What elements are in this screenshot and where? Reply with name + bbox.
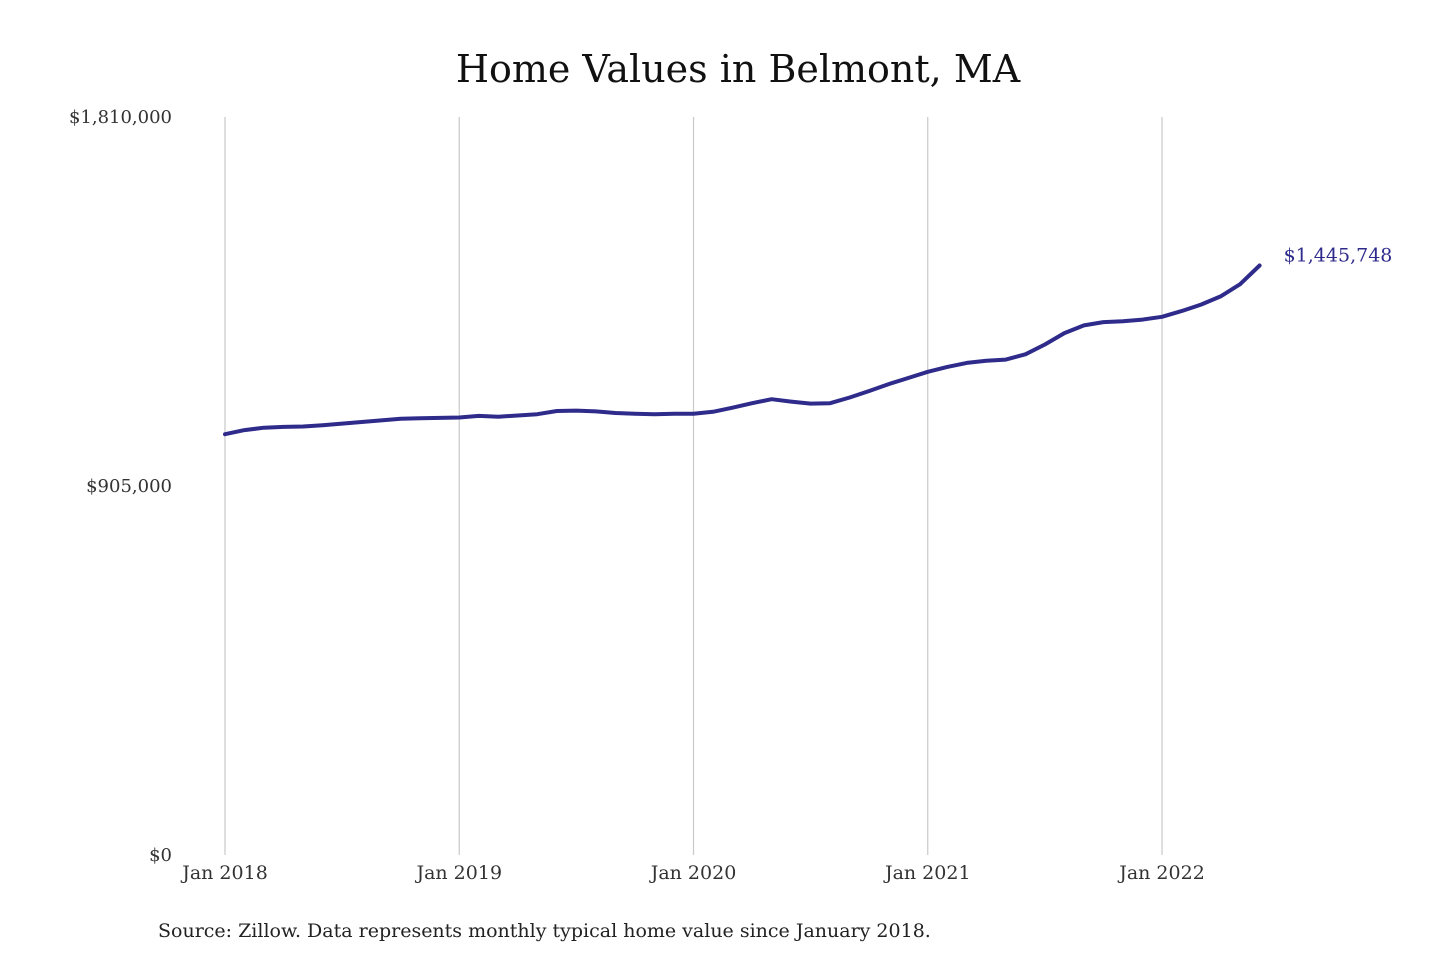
x-tick-label: Jan 2021 xyxy=(883,862,971,884)
x-tick-label: Jan 2020 xyxy=(649,862,737,884)
series-line xyxy=(223,263,1262,437)
x-tick-label: Jan 2018 xyxy=(180,862,268,884)
chart-title: Home Values in Belmont, MA xyxy=(456,47,1021,91)
source-note: Source: Zillow. Data represents monthly … xyxy=(158,920,931,942)
y-tick-label: $905,000 xyxy=(86,476,172,497)
x-axis-ticks: Jan 2018 Jan 2019 Jan 2020 Jan 2021 Jan 2022 xyxy=(180,862,1205,884)
end-value-label: $1,445,748 xyxy=(1284,245,1393,267)
x-tick-label: Jan 2022 xyxy=(1117,862,1205,884)
y-tick-label: $0 xyxy=(149,845,172,866)
y-tick-label: $1,810,000 xyxy=(69,107,172,128)
series-layer: $1,445,748 xyxy=(223,245,1393,437)
x-tick-label: Jan 2019 xyxy=(414,862,502,884)
y-axis-ticks: $0 $905,000 $1,810,000 xyxy=(69,107,172,866)
gridlines xyxy=(224,117,1163,855)
